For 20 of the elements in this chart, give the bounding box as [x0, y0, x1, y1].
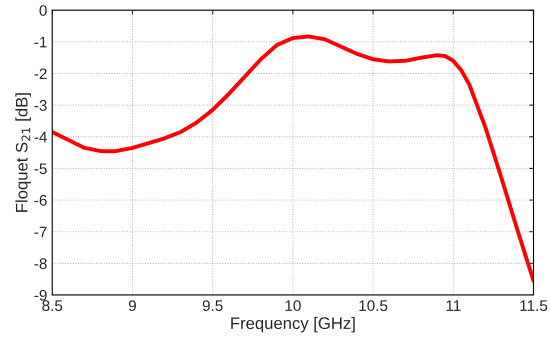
y-tick-label: -4 [34, 132, 47, 142]
y-tick-label: -3 [34, 100, 47, 111]
y-axis-title: Floquet S$_{21}$ [dB] [15, 93, 31, 212]
x-axis-title: Frequency [GHz] [231, 316, 355, 332]
y-tick-label: -1 [34, 36, 47, 48]
x-tick-label: 11.5 [520, 300, 548, 312]
x-tick-label: 11 [446, 300, 460, 311]
x-tick-label: 8.5 [42, 300, 62, 312]
x-tick-label: 9.5 [202, 300, 223, 312]
y-tick-label: -5 [34, 163, 47, 174]
x-tick-label: 9 [128, 300, 136, 312]
y-tick-label: -8 [34, 258, 47, 270]
line-series [52, 34, 534, 283]
y-tick-label: 0 [39, 5, 47, 16]
x-tick-label: 10.5 [359, 300, 388, 312]
y-tick-label: -6 [34, 194, 47, 206]
y-tick-label: -7 [34, 226, 47, 238]
y-tick-label: -9 [34, 290, 47, 301]
y-tick-label: -2 [34, 68, 47, 80]
x-tick-label: 10 [286, 300, 301, 312]
